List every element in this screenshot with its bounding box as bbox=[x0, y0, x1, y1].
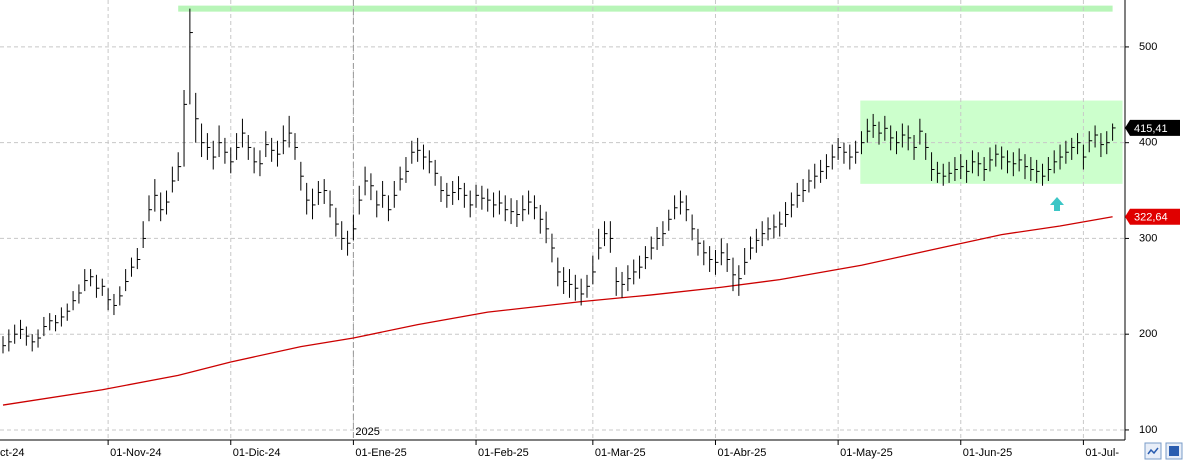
zoom-icon bbox=[1147, 447, 1159, 455]
x-tick-label: 01-May-25 bbox=[840, 447, 893, 459]
x-tick-label: 01-Feb-25 bbox=[478, 447, 529, 459]
up-arrow bbox=[1050, 197, 1064, 211]
x-tick-label: 01-Dic-24 bbox=[233, 447, 281, 459]
x-tick-label: 01-Abr-25 bbox=[717, 447, 766, 459]
y-tick-label: 400 bbox=[1139, 137, 1157, 149]
y-tick-label: 500 bbox=[1139, 41, 1157, 53]
background-layer bbox=[0, 0, 1125, 440]
x-tick-label: ct-24 bbox=[0, 447, 24, 459]
price-marker-label: 322,64 bbox=[1134, 212, 1168, 224]
x-tick-label: 01-Jul- bbox=[1085, 447, 1119, 459]
x-tick-label: 01-Nov-24 bbox=[110, 447, 161, 459]
price-marker bbox=[1125, 119, 1180, 136]
year-label: 2025 bbox=[355, 426, 379, 438]
save-icon bbox=[1169, 446, 1179, 456]
y-tick-label: 100 bbox=[1139, 424, 1157, 436]
price-marker bbox=[1125, 208, 1180, 225]
x-tick-label: 01-Jun-25 bbox=[963, 447, 1013, 459]
price-marker-label: 415,41 bbox=[1134, 123, 1168, 135]
y-tick-label: 300 bbox=[1139, 232, 1157, 244]
x-tick-label: 01-Mar-25 bbox=[595, 447, 646, 459]
x-tick-label: 01-Ene-25 bbox=[355, 447, 406, 459]
y-tick-label: 200 bbox=[1139, 328, 1157, 340]
